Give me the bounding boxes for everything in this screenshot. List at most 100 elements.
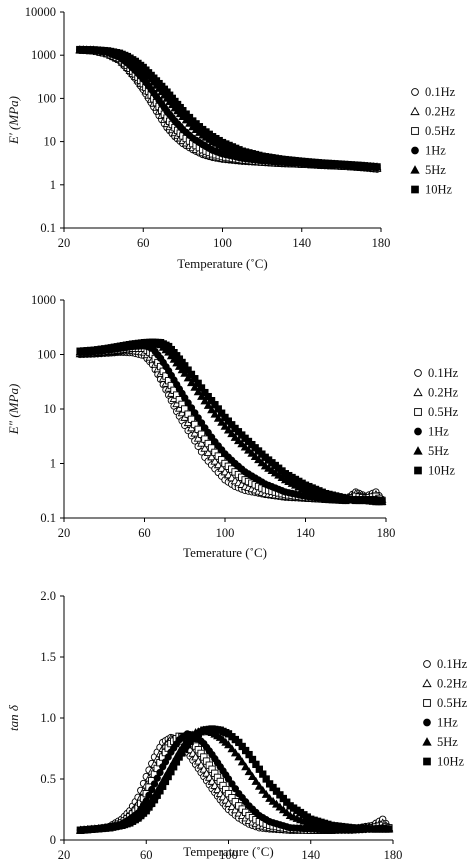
y-tick-label: 0.5 <box>40 772 56 786</box>
data-point <box>220 421 230 430</box>
y-tick-label: 0 <box>50 833 56 847</box>
y-tick-label: 1000 <box>31 293 56 307</box>
legend-label: 0.1Hz <box>425 85 456 99</box>
legend-label: 0.1Hz <box>428 366 459 380</box>
x-tick-label: 60 <box>138 526 151 540</box>
legend-marker <box>423 757 431 766</box>
y-tick-label: 100 <box>37 348 56 362</box>
legend-marker <box>411 88 419 96</box>
data-point <box>187 404 196 412</box>
legend-marker <box>422 737 432 746</box>
x-axis-label: Temperature (˚C) <box>183 844 273 859</box>
data-point <box>213 460 223 469</box>
legend-label: 10Hz <box>428 464 456 478</box>
legend-marker <box>423 660 431 668</box>
y-axis-label: E′ (MPa) <box>6 96 21 145</box>
data-point <box>237 439 247 448</box>
data-point <box>197 438 206 447</box>
legend-label: 1Hz <box>425 144 446 158</box>
data-point <box>244 767 254 776</box>
data-point <box>230 748 240 757</box>
data-point <box>200 443 210 452</box>
data-point <box>191 409 199 417</box>
x-tick-label: 20 <box>58 236 71 250</box>
y-tick-label: 10 <box>44 402 57 416</box>
y-tick-label: 0.1 <box>40 511 56 525</box>
legend-label: 0.2Hz <box>428 386 459 400</box>
data-point <box>254 781 264 790</box>
x-tick-label: 140 <box>301 848 320 859</box>
series-10hz <box>76 725 393 834</box>
legend-marker <box>413 387 423 397</box>
y-tick-label: 1.5 <box>40 650 56 664</box>
legend-label: 10Hz <box>425 183 453 197</box>
x-tick-label: 180 <box>377 526 396 540</box>
data-point <box>230 805 240 814</box>
data-point <box>184 399 192 407</box>
legend-label: 1Hz <box>428 425 449 439</box>
y-tick-label: 10000 <box>25 5 56 19</box>
data-point <box>230 432 240 441</box>
y-axis-label: E″ (MPa) <box>6 384 21 436</box>
data-point <box>207 405 217 414</box>
legend-marker <box>410 106 420 116</box>
data-point <box>261 789 271 798</box>
legend-label: 5Hz <box>425 163 446 177</box>
data-point <box>203 400 213 409</box>
series-10hz <box>76 338 386 506</box>
data-point <box>217 463 227 472</box>
data-point <box>217 417 227 426</box>
data-point <box>373 163 381 171</box>
x-tick-label: 60 <box>140 848 153 859</box>
data-point <box>213 413 223 422</box>
legend-marker <box>422 678 432 688</box>
y-tick-label: 100 <box>37 91 56 105</box>
legend-marker <box>411 185 419 194</box>
legend-marker <box>423 699 431 707</box>
y-tick-label: 1000 <box>31 48 56 62</box>
x-tick-label: 100 <box>213 236 232 250</box>
data-point <box>194 414 202 422</box>
data-point <box>203 448 213 457</box>
data-point <box>197 419 206 427</box>
data-point <box>210 409 220 418</box>
series-10hz <box>76 45 381 171</box>
data-point <box>224 740 233 749</box>
x-tick-label: 20 <box>58 526 71 540</box>
y-tick-label: 2.0 <box>40 589 56 603</box>
x-tick-label: 20 <box>58 848 71 859</box>
data-point <box>156 768 164 777</box>
legend-label: 0.5Hz <box>425 124 456 138</box>
legend-marker <box>411 127 419 135</box>
data-point <box>227 744 237 753</box>
legend-label: 0.5Hz <box>428 405 459 419</box>
legend-label: 0.2Hz <box>425 105 456 119</box>
legend-marker <box>414 427 422 436</box>
legend-marker <box>413 446 423 455</box>
data-point <box>251 776 261 785</box>
x-tick-label: 60 <box>137 236 150 250</box>
x-tick-label: 180 <box>372 236 391 250</box>
data-point <box>228 780 236 788</box>
y-tick-label: 1.0 <box>40 711 56 725</box>
legend: 0.1Hz 0.2Hz 0.5Hz 1Hz 5Hz 10Hz <box>422 657 468 769</box>
x-tick-label: 140 <box>296 526 315 540</box>
data-point <box>153 774 161 782</box>
legend-label: 10Hz <box>437 755 465 769</box>
data-point <box>224 798 233 807</box>
data-point <box>258 785 268 794</box>
y-axis-label: tan δ <box>6 704 21 731</box>
chart-panel-3: 0 0.5 1.0 1.5 2.0 20 60 100 140 180 Temperature (˚… <box>6 589 468 859</box>
data-point <box>200 396 210 405</box>
y-tick-label: 1 <box>50 178 56 192</box>
x-axis-label: Temerature (˚C) <box>183 545 267 560</box>
data-point <box>237 757 247 766</box>
data-point <box>150 780 159 788</box>
data-point <box>210 456 220 465</box>
y-tick-label: 10 <box>44 135 57 149</box>
y-tick-label: 1 <box>50 457 56 471</box>
data-point <box>207 452 217 461</box>
legend: 0.1Hz 0.2Hz 0.5Hz 1Hz 5Hz 10Hz <box>410 85 456 197</box>
y-tick-label: 0.1 <box>40 221 56 235</box>
